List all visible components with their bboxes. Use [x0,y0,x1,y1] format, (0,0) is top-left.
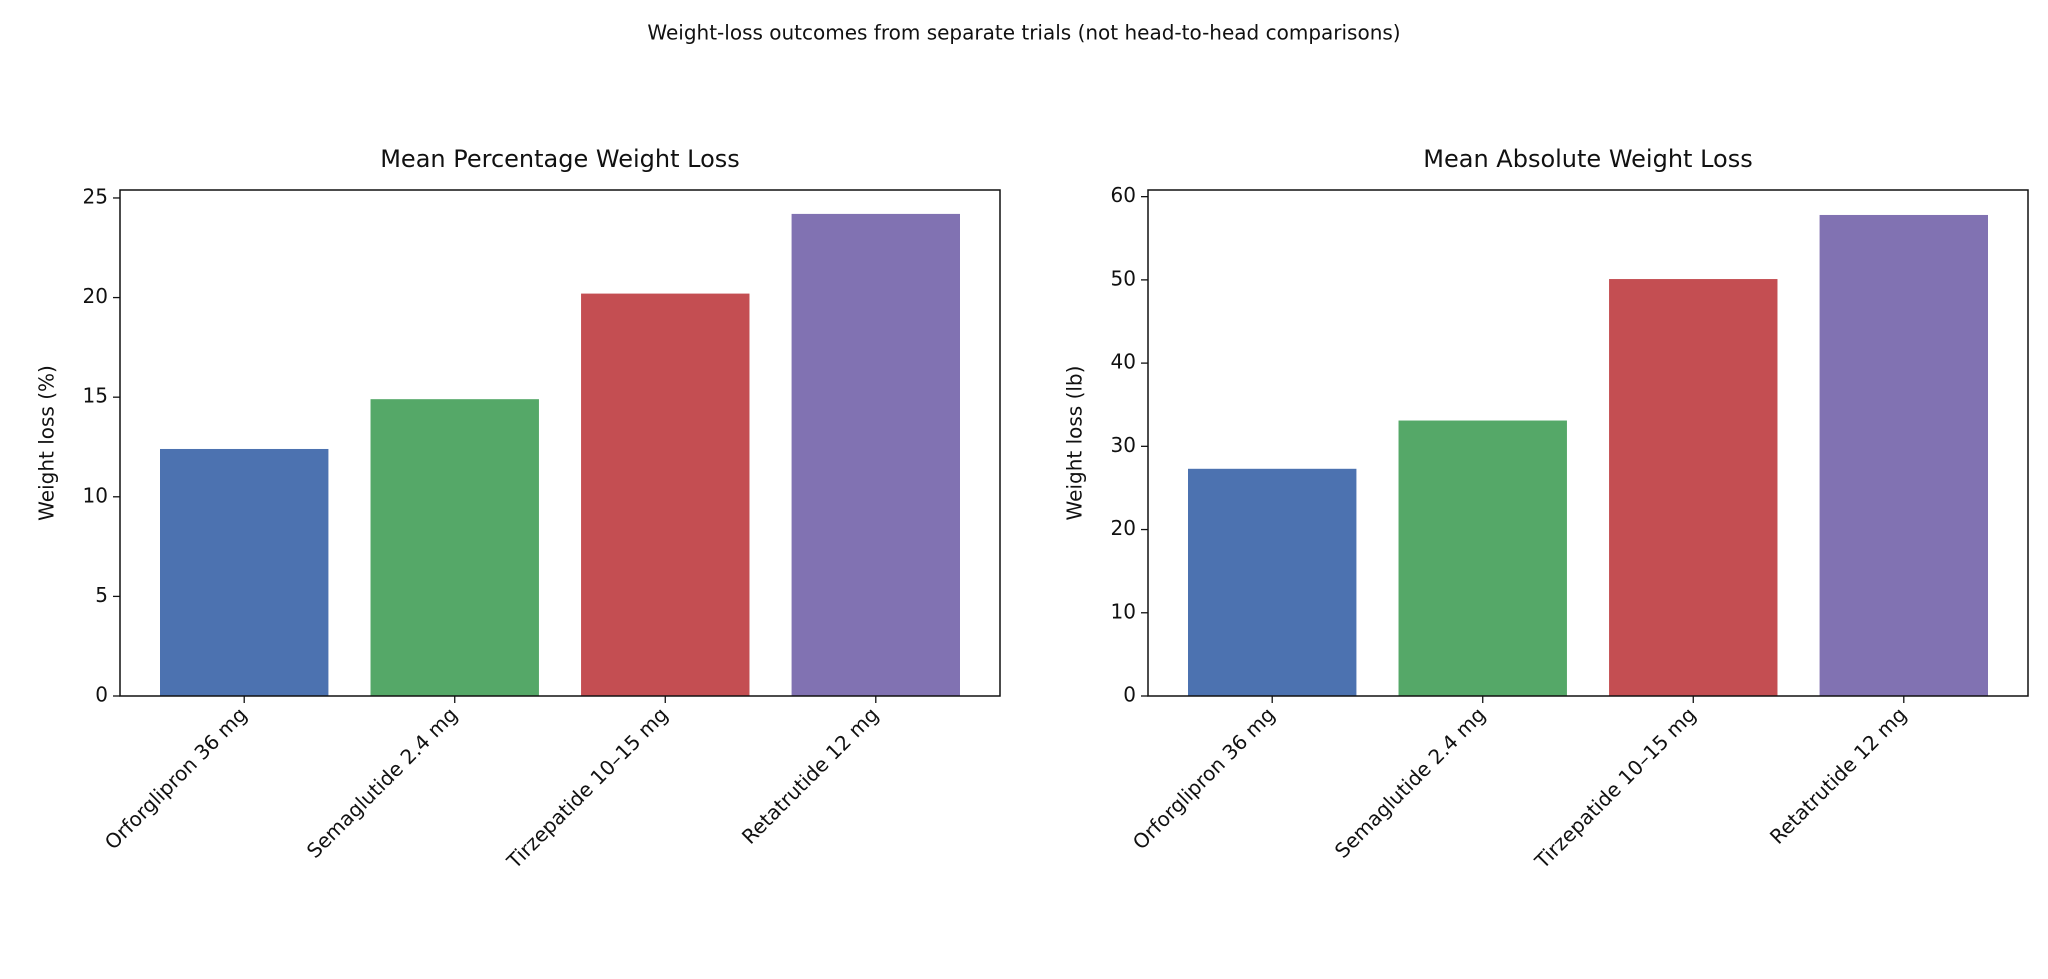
y-tick-label: 5 [95,583,108,607]
x-tick-label: Retatrutide 12 mg [1765,702,1911,848]
y-tick-label: 10 [1111,599,1136,623]
y-tick-label: 10 [83,483,108,507]
y-tick-label: 50 [1111,266,1136,290]
chart-title: Mean Percentage Weight Loss [380,145,740,173]
bar [581,293,750,696]
y-tick-label: 60 [1111,183,1136,207]
bar [1609,279,1778,696]
x-tick-label: Semaglutide 2.4 mg [1330,702,1490,862]
y-tick-label: 40 [1111,350,1136,374]
axes-frame [119,189,1001,697]
y-tick-label: 0 [95,683,108,707]
x-tick-label: Orforglipron 36 mg [1128,702,1280,854]
y-axis-label: Weight loss (%) [35,365,59,521]
bar [791,213,960,696]
y-axis-label: Weight loss (lb) [1063,366,1087,521]
axes-frame [1147,189,2029,697]
chart-title: Mean Absolute Weight Loss [1423,145,1752,173]
x-tick-label: Orforglipron 36 mg [100,702,252,854]
bar [370,399,539,696]
x-tick-label: Tirzepatide 10–15 mg [501,702,672,873]
x-tick-label: Retatrutide 12 mg [737,702,883,848]
bar [1398,420,1567,696]
y-tick-label: 25 [83,184,108,208]
x-tick-label: Semaglutide 2.4 mg [302,702,462,862]
x-tick-label: Tirzepatide 10–15 mg [1529,702,1700,873]
bar [1188,468,1357,696]
figure-title: Weight-loss outcomes from separate trial… [647,21,1400,45]
bar [160,448,329,696]
y-tick-label: 20 [1111,516,1136,540]
y-tick-label: 20 [83,284,108,308]
y-tick-label: 30 [1111,433,1136,457]
bar [1819,214,1988,696]
y-tick-label: 15 [83,384,108,408]
y-tick-label: 0 [1123,683,1136,707]
